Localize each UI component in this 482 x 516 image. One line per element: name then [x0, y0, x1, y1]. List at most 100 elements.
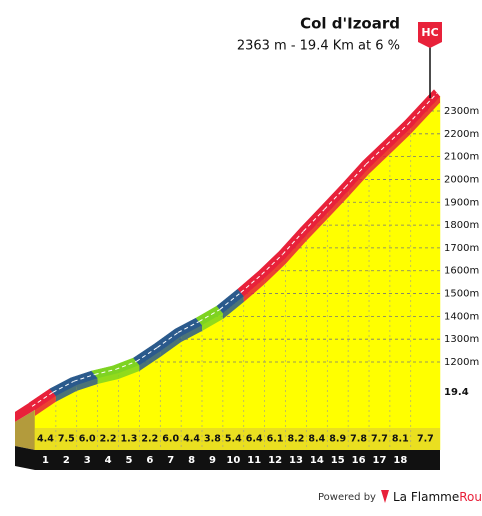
side-base — [15, 446, 35, 470]
brand-accent: Rouge — [459, 490, 482, 504]
y-tick-label: 2000m — [444, 174, 479, 185]
chart-subtitle: 2363 m - 19.4 Km at 6 % — [237, 39, 400, 54]
band-center-line — [344, 163, 367, 188]
band-front — [264, 257, 286, 285]
gradient-label: 2.2 — [141, 434, 158, 445]
profile-segment — [327, 190, 349, 451]
band-front — [160, 335, 182, 358]
profile-segment — [347, 167, 370, 451]
km-label: 7 — [167, 455, 174, 466]
profile-segment — [368, 147, 391, 451]
km-label: 3 — [84, 455, 91, 466]
logo — [381, 490, 389, 503]
profile-segment — [243, 277, 265, 451]
band-center-line — [73, 373, 95, 382]
y-tick-label: 1300m — [444, 334, 479, 345]
band-center-line — [303, 209, 325, 232]
band-center-line — [240, 274, 262, 293]
gradient-label: 2.2 — [100, 434, 117, 445]
gradient-label: 6.0 — [162, 434, 179, 445]
gradient-label: 7.7 — [417, 434, 434, 445]
km-label: 16 — [352, 455, 366, 466]
band-front — [306, 212, 328, 241]
gradient-label: 1.3 — [121, 434, 138, 445]
band-center-line — [177, 321, 200, 333]
band-front — [118, 364, 140, 379]
ground-strip — [35, 428, 440, 450]
band-center-line — [282, 231, 304, 255]
gradient-label: 7.7 — [371, 434, 388, 445]
gradient-label: 4.4 — [183, 434, 200, 445]
labels: 1200m 1300m 1400m 1500m 1600m 1700m 1800m 1900m… — [37, 106, 479, 466]
band-front — [243, 278, 265, 303]
band-front — [327, 190, 349, 219]
y-tick-label: 2300m — [444, 106, 479, 117]
gradient-label: 3.8 — [204, 434, 221, 445]
powered-by: Powered by — [318, 492, 376, 503]
profile-segment — [222, 295, 245, 451]
gradient-label: 7.5 — [58, 434, 75, 445]
side-face — [15, 409, 35, 450]
km-label: 14 — [310, 455, 324, 466]
gradient-label: 6.4 — [246, 434, 263, 445]
band-center-line — [365, 144, 388, 165]
band-front — [139, 351, 161, 371]
band-center-line — [407, 92, 438, 125]
band-center-line — [261, 254, 283, 275]
km-label: 17 — [372, 455, 386, 466]
km-label: 9 — [209, 455, 216, 466]
category-badge: HC — [421, 26, 438, 39]
base-strip — [35, 450, 440, 470]
km-label: 5 — [125, 455, 132, 466]
brand-name: La Flamme — [393, 490, 459, 504]
band-center-line — [323, 187, 346, 210]
band-front — [35, 395, 56, 416]
band-front — [410, 96, 440, 134]
y-tick-label: 1500m — [444, 289, 479, 300]
profile-band — [15, 89, 441, 422]
gradient-label: 8.4 — [308, 434, 325, 445]
gradient-label: 6.0 — [79, 434, 96, 445]
km-label: 19.4 — [444, 387, 469, 398]
y-tick-label: 1900m — [444, 197, 479, 208]
km-label: 1 — [42, 455, 49, 466]
km-label: 12 — [268, 455, 282, 466]
gradient-label: 7.8 — [350, 434, 367, 445]
band-front — [97, 372, 119, 384]
y-tick-label: 1800m — [444, 220, 479, 231]
gradient-label: 8.9 — [329, 434, 346, 445]
gradient-label: 5.4 — [225, 434, 242, 445]
band-front — [55, 384, 77, 402]
band-left-cap — [15, 402, 35, 422]
profile-segment — [410, 95, 441, 451]
band-front — [181, 325, 203, 342]
badge-flag — [418, 22, 442, 48]
gradient-label: 6.1 — [267, 434, 284, 445]
profile — [15, 95, 441, 470]
km-label: 8 — [188, 455, 195, 466]
band-front — [76, 377, 98, 391]
km-label: 18 — [393, 455, 407, 466]
band-center-line — [219, 292, 242, 310]
km-label: 2 — [63, 455, 70, 466]
km-label: 4 — [105, 455, 112, 466]
band-front — [202, 312, 223, 332]
y-tick-label: 1700m — [444, 243, 479, 254]
y-tick-label: 2100m — [444, 152, 479, 163]
profile-segment — [389, 127, 412, 451]
band-front — [285, 234, 307, 264]
chart-title: Col d'Izoard — [300, 15, 400, 33]
profile-segment — [285, 234, 307, 451]
band-center-line — [386, 124, 409, 145]
band-center-line — [115, 360, 137, 370]
band-front — [369, 147, 390, 174]
profile-segment — [264, 257, 286, 451]
km-label: 6 — [146, 455, 153, 466]
km-label: 15 — [331, 455, 345, 466]
gradient-label: 8.1 — [392, 434, 409, 445]
km-label: 13 — [289, 455, 303, 466]
band-front — [389, 127, 411, 154]
band-center-line — [94, 368, 116, 375]
brand: La FlammeRouge — [393, 490, 482, 504]
